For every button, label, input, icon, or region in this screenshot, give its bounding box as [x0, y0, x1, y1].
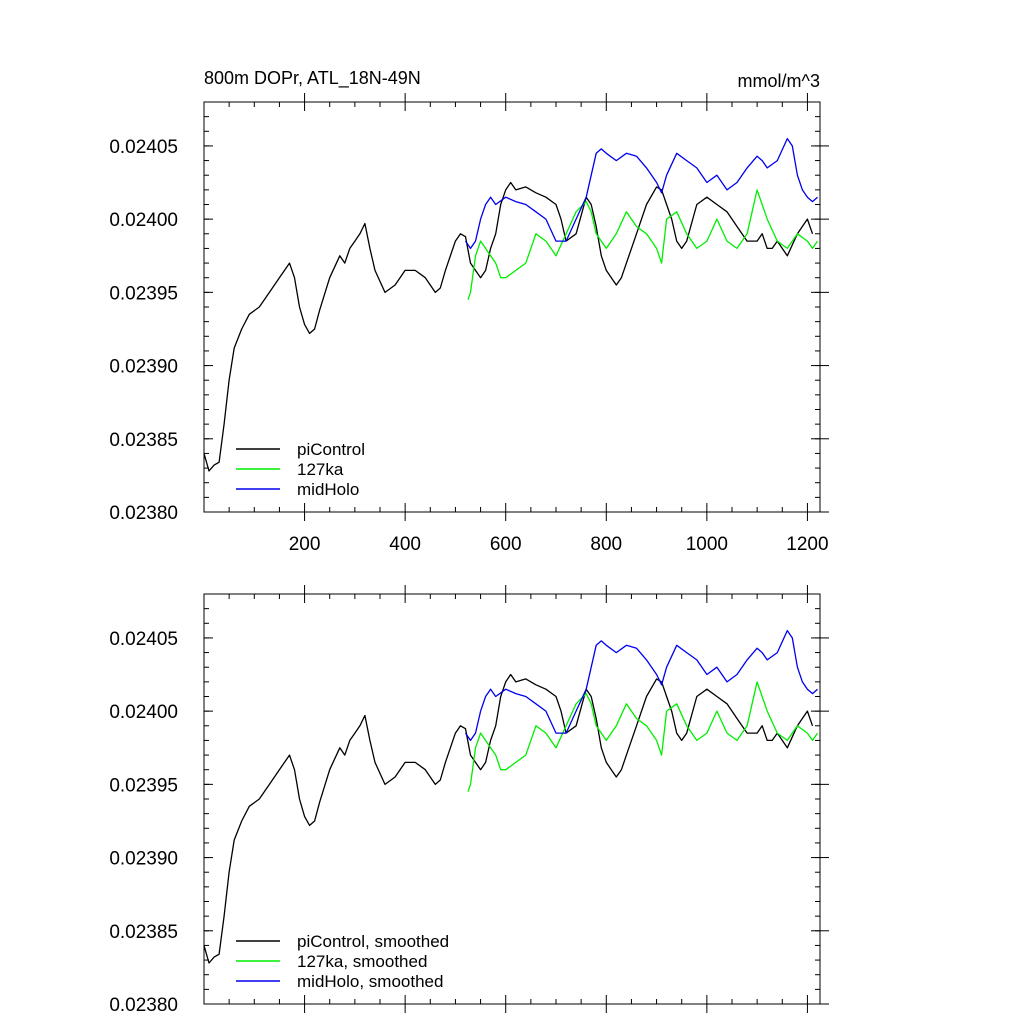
x-tick-label: 1200	[786, 534, 828, 555]
y-tick-label: 0.02380	[109, 995, 178, 1016]
legend-label: midHolo	[297, 480, 359, 499]
legend-label: midHolo, smoothed	[297, 972, 443, 991]
series-layer	[203, 137, 819, 472]
y-tick-label: 0.02395	[109, 775, 178, 796]
y-tick-label: 0.02385	[109, 922, 178, 943]
top-panel: 800m DOPr, ATL_18N-49N mmol/m^3 200 400 60…	[109, 68, 829, 555]
x-tick-label: 200	[289, 534, 321, 555]
legend-label: 127ka, smoothed	[297, 952, 427, 971]
y-tick-label: 0.02400	[109, 702, 178, 723]
y-tick-label: 0.02385	[109, 430, 178, 451]
y-tick-label: 0.02390	[109, 357, 178, 378]
series-layer	[203, 629, 819, 964]
x-tick-label: 1000	[686, 534, 728, 555]
bottom-panel: 0.02380 0.02385 0.02390 0.02395 0.02400 0.024…	[109, 585, 829, 1016]
x-tick-label: 600	[490, 534, 522, 555]
chart-title: 800m DOPr, ATL_18N-49N	[204, 68, 421, 89]
series-line-picontrol	[203, 181, 814, 472]
series-line-midholo	[464, 137, 818, 250]
series-line-127ka	[467, 189, 819, 300]
series-line-midholo-smoothed	[464, 629, 818, 742]
y-tick-label: 0.02395	[109, 283, 178, 304]
y-tick-label: 0.02405	[109, 137, 178, 158]
legend-label: piControl	[297, 440, 365, 459]
y-tick-label: 0.02390	[109, 849, 178, 870]
series-line-127ka-smoothed	[467, 681, 819, 792]
ticks-layer: 200 400 600 800 1000 1200 0.02380 0.02385 0.0239…	[109, 93, 829, 555]
y-tick-label: 0.02405	[109, 629, 178, 650]
legend-label: piControl, smoothed	[297, 932, 449, 951]
ticks-layer: 0.02380 0.02385 0.02390 0.02395 0.02400 0.024…	[109, 585, 829, 1016]
series-line-picontrol-smoothed	[203, 673, 814, 964]
y-tick-label: 0.02400	[109, 210, 178, 231]
legend-label: 127ka	[297, 460, 344, 479]
y-tick-label: 0.02380	[109, 503, 178, 524]
x-tick-label: 400	[389, 534, 421, 555]
units-label: mmol/m^3	[738, 71, 820, 91]
x-tick-label: 800	[590, 534, 622, 555]
